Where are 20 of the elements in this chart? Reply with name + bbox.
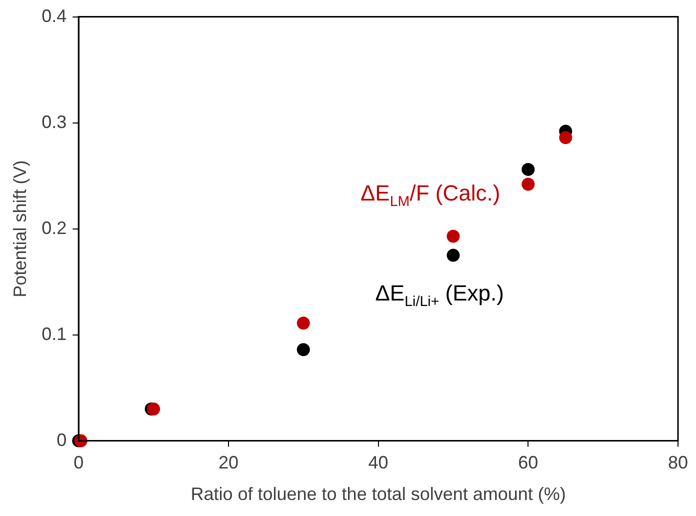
point (147, 402, 160, 416)
x-tick-label: 60 (518, 452, 538, 473)
x-axis-title: Ratio of toluene to the total solvent amount (%) (190, 484, 566, 504)
y-axis-title: Potential shift (V) (10, 160, 30, 298)
y-tick-label: 0.3 (42, 112, 67, 132)
x-tick-label: 40 (368, 452, 388, 473)
y-tick-label: 0.1 (42, 324, 67, 344)
x-tick-label: 0 (74, 452, 84, 473)
point (522, 162, 535, 176)
x-tick-label: 20 (218, 452, 238, 473)
x-tick-label: 80 (668, 452, 688, 473)
point (296, 343, 310, 356)
point (296, 316, 310, 330)
point (522, 178, 535, 191)
point (446, 248, 460, 262)
point (559, 131, 572, 144)
y-tick-label: 0.4 (42, 6, 67, 26)
y-tick-label: 0.2 (42, 218, 67, 238)
point (446, 230, 460, 243)
y-tick-label: 0 (56, 430, 67, 450)
